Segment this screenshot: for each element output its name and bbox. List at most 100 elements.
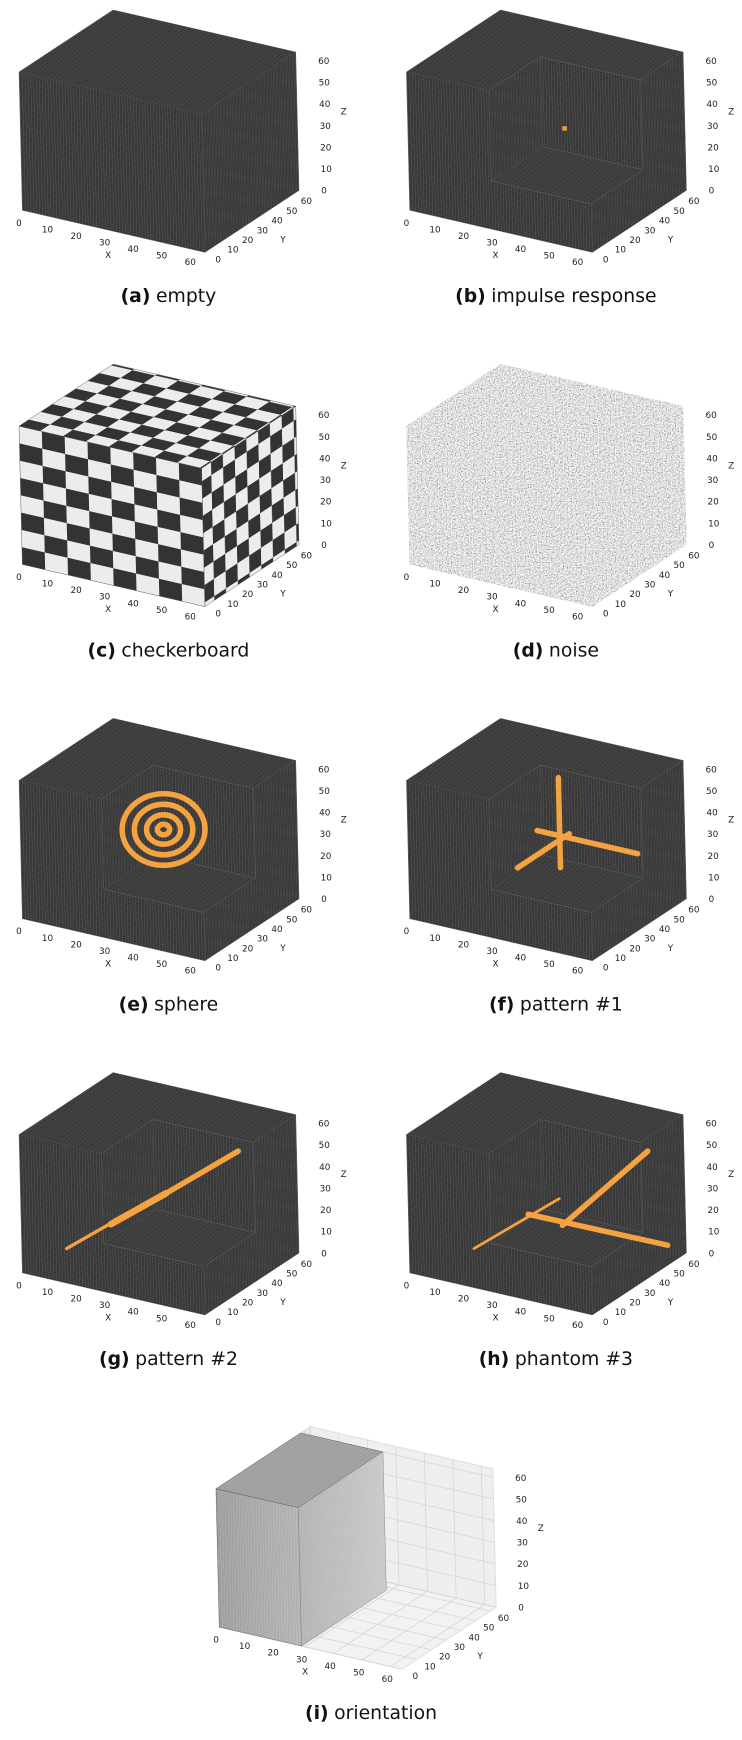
- z-axis-label: Z: [341, 461, 347, 471]
- z-tick-label: 40: [319, 100, 331, 110]
- y-tick-label: 30: [257, 226, 269, 236]
- x-tick-label: 40: [515, 953, 527, 963]
- x-tick-label: 30: [99, 239, 111, 249]
- z-axis-label: Z: [341, 1170, 347, 1180]
- z-tick-label: 60: [318, 411, 330, 421]
- z-tick-label: 20: [320, 1206, 332, 1216]
- y-tick-label: 50: [286, 561, 298, 571]
- y-tick-label: 50: [674, 561, 686, 571]
- caption: (c) checkerboard: [88, 640, 250, 661]
- z-tick-label: 0: [321, 541, 327, 551]
- grid-line: [481, 1466, 485, 1605]
- z-tick-label: 0: [709, 895, 715, 905]
- x-axis-label: X: [105, 605, 111, 615]
- x-tick-label: 10: [42, 225, 54, 235]
- panel-label: (c): [88, 640, 116, 661]
- x-tick-label: 40: [325, 1662, 337, 1672]
- caption-text: phantom #3: [515, 1349, 633, 1370]
- voxel-face: [590, 760, 687, 962]
- z-tick-label: 20: [708, 1206, 720, 1216]
- y-tick-label: 60: [301, 197, 313, 207]
- z-tick-label: 40: [707, 809, 719, 819]
- y-tick-label: 60: [301, 551, 313, 561]
- x-tick-label: 0: [16, 219, 22, 229]
- y-tick-label: 10: [227, 600, 239, 610]
- y-axis-label: Y: [667, 590, 674, 600]
- feature: [131, 801, 196, 858]
- x-tick-label: 40: [515, 599, 527, 609]
- z-axis-label: Z: [341, 816, 347, 826]
- z-tick-label: 50: [706, 433, 718, 443]
- y-tick-label: 20: [242, 1299, 254, 1309]
- y-tick-label: 30: [257, 580, 269, 590]
- y-tick-label: 40: [659, 1279, 671, 1289]
- x-tick-label: 10: [429, 580, 441, 590]
- panel-label: (f): [489, 995, 514, 1016]
- grid-line: [304, 1584, 400, 1648]
- x-tick-label: 30: [486, 947, 498, 957]
- z-tick-label: 10: [708, 165, 720, 175]
- y-tick-label: 30: [644, 935, 656, 945]
- y-tick-label: 0: [215, 1318, 221, 1328]
- z-tick-label: 20: [708, 498, 720, 508]
- x-axis-label: X: [492, 605, 498, 615]
- y-tick-label: 10: [227, 1308, 239, 1318]
- z-tick-label: 0: [321, 187, 327, 197]
- z-axis-label: Z: [728, 1170, 734, 1180]
- caption-text: checkerboard: [121, 640, 249, 661]
- voxel-face: [18, 363, 297, 469]
- z-tick-label: 50: [319, 787, 331, 797]
- x-tick-label: 30: [99, 1301, 111, 1311]
- y-axis-label: Y: [667, 235, 674, 245]
- x-tick-label: 50: [156, 960, 168, 970]
- z-tick-label: 0: [321, 1249, 327, 1259]
- x-tick-label: 30: [99, 947, 111, 957]
- panel-label: (i): [305, 1703, 329, 1724]
- z-tick-label: 20: [708, 143, 720, 153]
- z-tick-label: 10: [321, 165, 333, 175]
- x-tick-label: 40: [515, 1308, 527, 1318]
- y-tick-label: 20: [629, 236, 641, 246]
- y-tick-label: 10: [227, 954, 239, 964]
- y-tick-label: 60: [301, 1260, 313, 1270]
- x-tick-label: 40: [515, 245, 527, 255]
- z-tick-label: 20: [517, 1560, 529, 1570]
- x-tick-label: 10: [239, 1642, 251, 1652]
- y-tick-label: 40: [468, 1633, 480, 1643]
- x-tick-label: 60: [185, 258, 197, 268]
- y-axis-label: Y: [279, 590, 286, 600]
- y-tick-label: 0: [412, 1672, 418, 1682]
- x-tick-label: 20: [458, 232, 470, 242]
- x-tick-label: 0: [404, 1281, 410, 1291]
- y-tick-label: 0: [215, 610, 221, 620]
- y-axis-label: Y: [279, 235, 286, 245]
- y-tick-label: 60: [688, 197, 700, 207]
- y-tick-label: 50: [674, 915, 686, 925]
- x-tick-label: 60: [185, 967, 197, 977]
- x-tick-label: 50: [543, 252, 555, 262]
- x-tick-label: 20: [70, 232, 82, 242]
- panel-label: (g): [99, 1349, 130, 1370]
- y-tick-label: 50: [483, 1624, 495, 1634]
- voxel-face: [590, 1114, 687, 1316]
- x-tick-label: 60: [185, 1321, 197, 1331]
- y-tick-label: 60: [688, 1260, 700, 1270]
- y-tick-label: 50: [674, 207, 686, 217]
- z-tick-label: 20: [320, 143, 332, 153]
- y-tick-label: 10: [615, 600, 627, 610]
- y-tick-label: 30: [257, 1289, 269, 1299]
- y-tick-label: 30: [644, 226, 656, 236]
- caption-text: pattern #2: [135, 1349, 238, 1370]
- x-tick-label: 50: [543, 606, 555, 616]
- x-axis-label: X: [105, 1313, 111, 1323]
- x-axis-label: X: [492, 959, 498, 969]
- y-tick-label: 20: [439, 1653, 451, 1663]
- feature: [525, 1211, 671, 1248]
- y-tick-label: 30: [644, 580, 656, 590]
- y-tick-label: 60: [498, 1614, 510, 1624]
- y-tick-label: 0: [603, 964, 609, 974]
- z-tick-label: 40: [516, 1517, 528, 1527]
- x-tick-label: 30: [296, 1655, 308, 1665]
